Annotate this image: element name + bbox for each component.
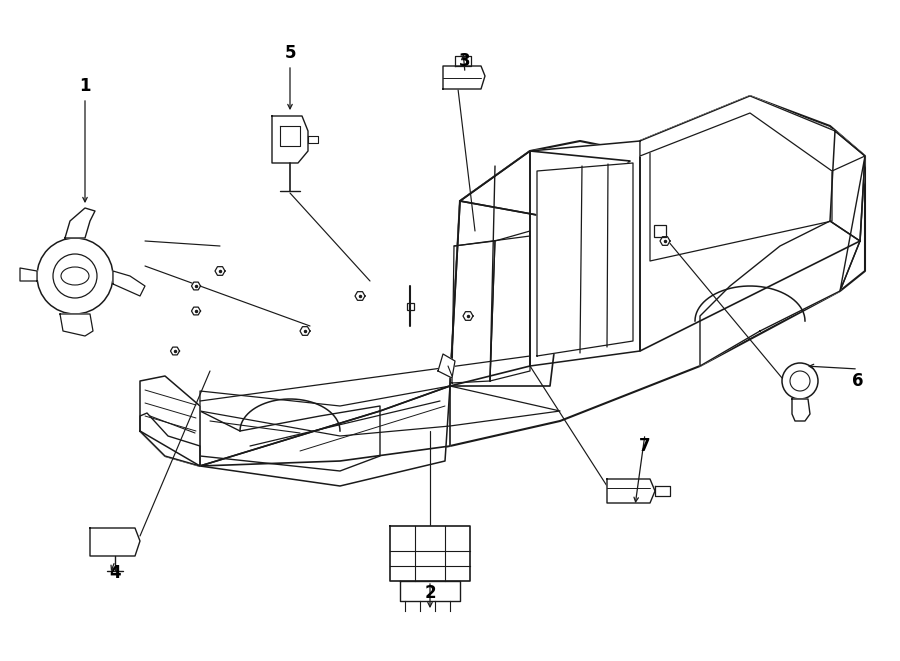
Text: 5: 5 — [284, 44, 296, 62]
Polygon shape — [200, 386, 450, 466]
Polygon shape — [650, 101, 832, 261]
Polygon shape — [455, 56, 471, 66]
Polygon shape — [60, 314, 93, 336]
Polygon shape — [640, 96, 865, 171]
Polygon shape — [140, 376, 200, 466]
Polygon shape — [200, 386, 560, 436]
Text: 7: 7 — [639, 437, 651, 455]
Text: 2: 2 — [424, 584, 436, 602]
Polygon shape — [640, 96, 865, 351]
Polygon shape — [443, 66, 485, 89]
Polygon shape — [655, 486, 670, 496]
Polygon shape — [192, 307, 201, 315]
Bar — [654, 225, 666, 237]
Polygon shape — [200, 406, 380, 471]
Polygon shape — [215, 266, 225, 276]
Polygon shape — [450, 151, 530, 386]
Polygon shape — [272, 116, 308, 163]
Polygon shape — [438, 354, 455, 378]
Polygon shape — [607, 479, 655, 503]
Polygon shape — [140, 96, 865, 466]
Polygon shape — [90, 528, 140, 556]
Polygon shape — [400, 581, 460, 601]
Polygon shape — [463, 312, 473, 321]
Polygon shape — [530, 141, 640, 366]
Polygon shape — [200, 386, 450, 486]
Polygon shape — [308, 136, 318, 143]
Polygon shape — [113, 271, 145, 296]
Polygon shape — [65, 208, 95, 238]
Polygon shape — [20, 268, 37, 281]
Bar — [407, 303, 413, 309]
Polygon shape — [355, 292, 365, 300]
Polygon shape — [792, 399, 810, 421]
Polygon shape — [460, 151, 630, 221]
Polygon shape — [537, 163, 633, 356]
Polygon shape — [450, 201, 570, 386]
Polygon shape — [830, 131, 865, 241]
Polygon shape — [390, 526, 470, 581]
Polygon shape — [170, 347, 179, 355]
Polygon shape — [660, 237, 670, 245]
Text: 3: 3 — [459, 52, 471, 70]
Polygon shape — [300, 327, 310, 335]
Text: 6: 6 — [852, 372, 864, 390]
Polygon shape — [700, 221, 860, 366]
Polygon shape — [140, 413, 200, 466]
Text: 4: 4 — [109, 564, 121, 582]
Text: 1: 1 — [79, 77, 91, 95]
Polygon shape — [192, 282, 201, 290]
